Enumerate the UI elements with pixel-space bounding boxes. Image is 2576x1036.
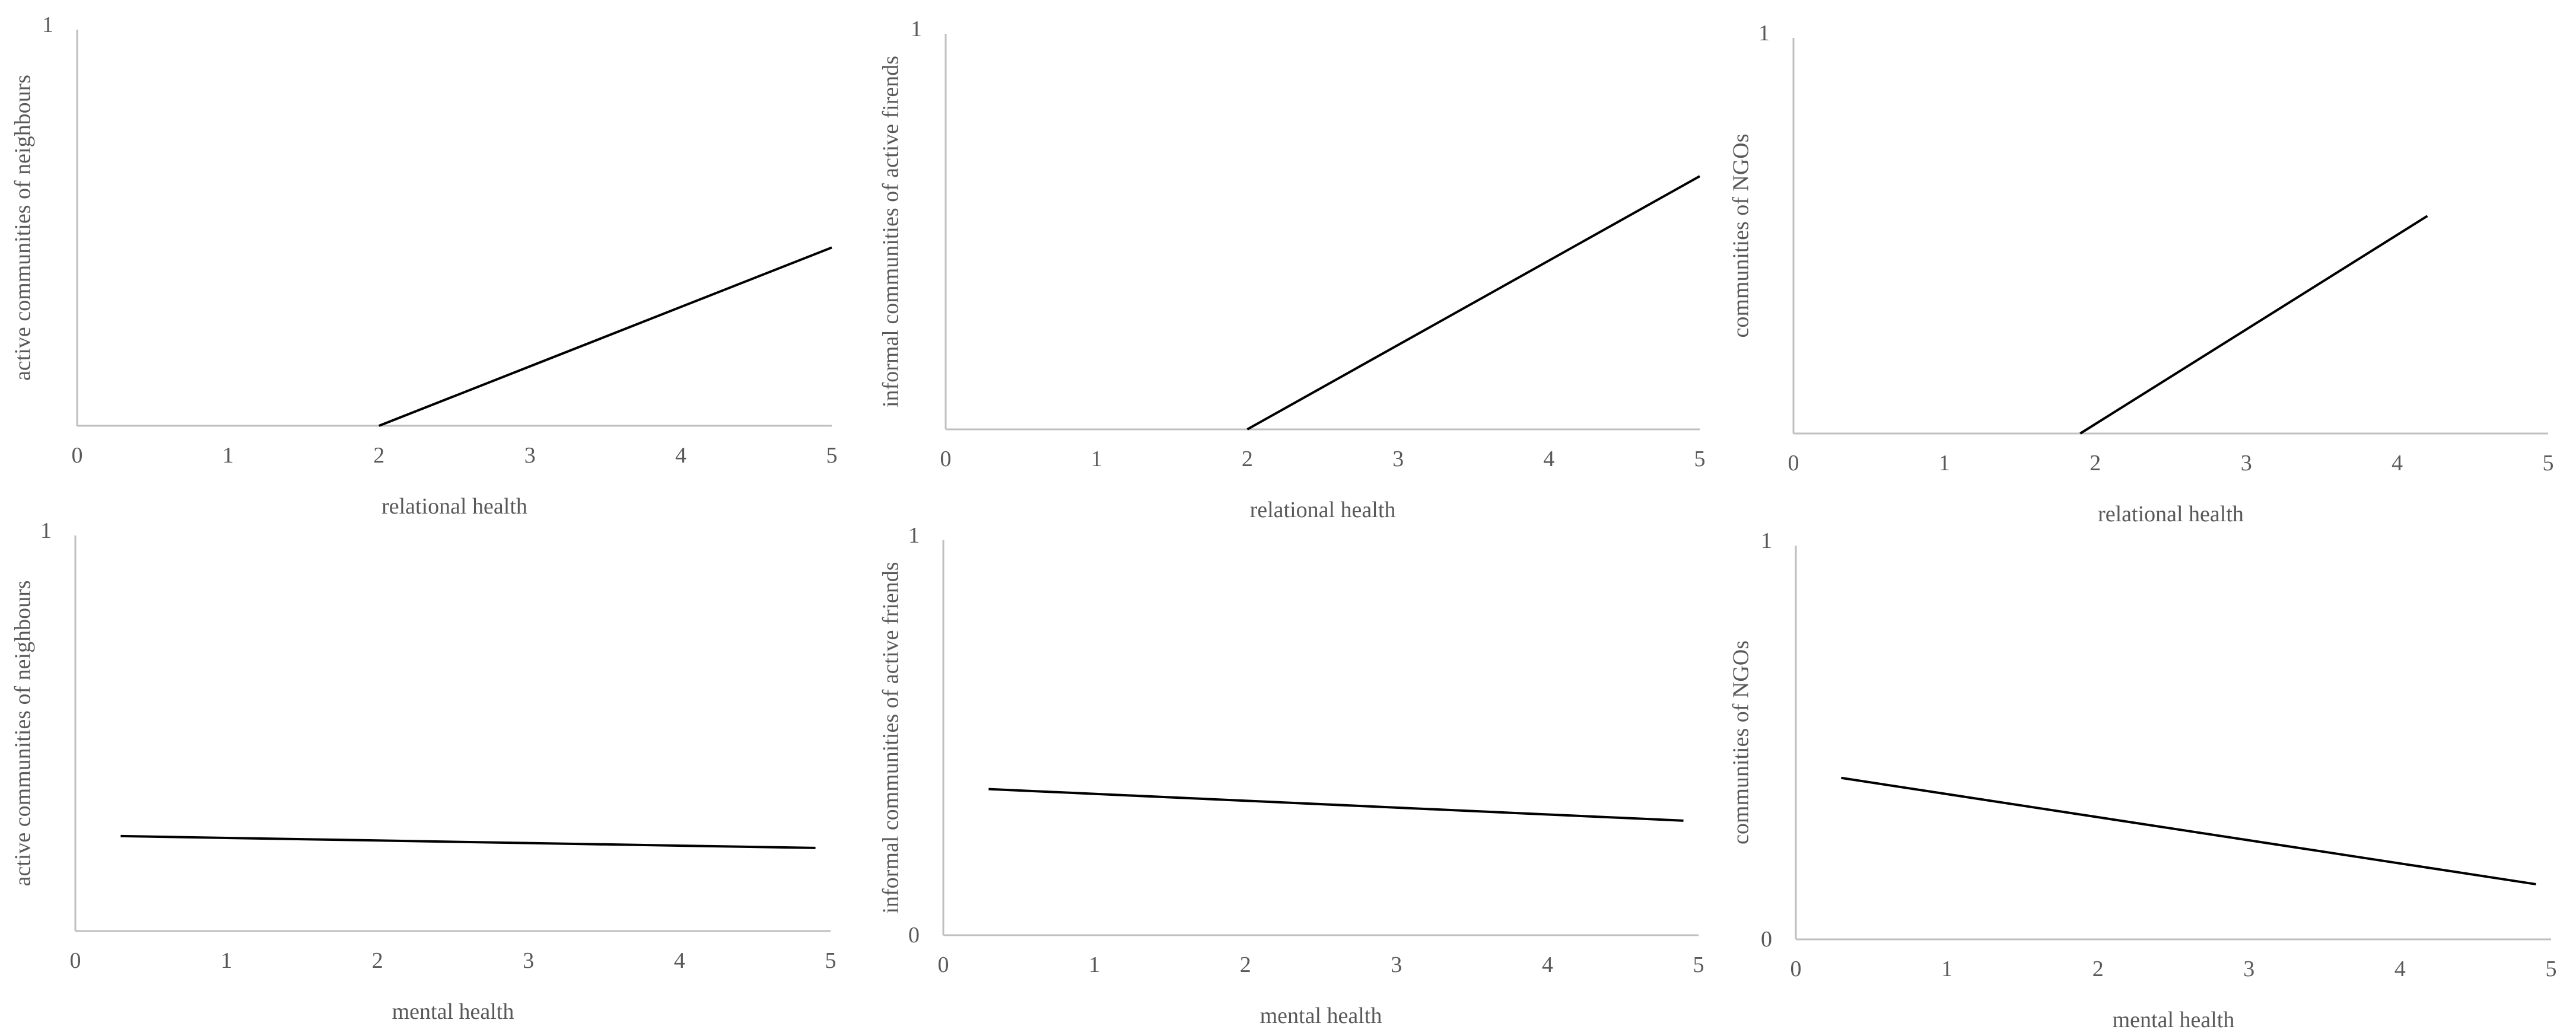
x-tick-label: 2 (2090, 451, 2101, 476)
x-tick-label: 3 (2243, 957, 2254, 981)
x-axis-title: relational health (1250, 498, 1396, 522)
x-tick-label: 5 (1693, 952, 1704, 977)
x-tick-label: 1 (1941, 957, 1952, 981)
series-line (379, 246, 832, 427)
x-tick-label: 4 (2391, 451, 2403, 476)
y-tick-label: 1 (908, 523, 920, 548)
x-tick-label: 2 (1240, 952, 1251, 977)
x-tick-label: 4 (2394, 957, 2406, 981)
series-line (988, 788, 1684, 822)
x-tick-label: 3 (1392, 447, 1404, 471)
series-line (2079, 215, 2428, 435)
x-tick-label: 1 (222, 443, 234, 468)
y-axis-title: communities of NGOs (1729, 640, 1754, 844)
x-tick-label: 0 (940, 447, 952, 471)
y-axis-title: informal communities of active friends (879, 562, 904, 913)
x-tick-label: 5 (826, 443, 838, 468)
x-tick-label: 1 (1091, 447, 1102, 471)
y-tick-label: 1 (40, 518, 52, 543)
x-axis-title: relational health (2098, 502, 2244, 527)
chart-panel: 0 1 2 3 4 5 0 1 mental health informal communitie… (879, 523, 1704, 1028)
x-tick-label: 4 (1542, 952, 1553, 977)
y-tick-label: 0 (908, 923, 920, 948)
x-tick-label: 3 (524, 443, 536, 468)
chart-panel: 0 1 2 3 4 5 1 relational health active communiti… (11, 12, 838, 519)
x-tick-label: 3 (2241, 451, 2252, 476)
x-tick-label: 4 (674, 948, 685, 973)
x-tick-label: 1 (1939, 451, 1950, 476)
chart-panel: 0 1 2 3 4 5 0 1 mental health communities of NGOs (1729, 528, 2557, 1032)
x-axis-title: mental health (2113, 1008, 2235, 1032)
x-tick-label: 0 (1791, 957, 1802, 981)
x-tick-label: 5 (1694, 447, 1706, 471)
y-tick-label: 1 (42, 12, 53, 37)
x-tick-label: 2 (1242, 447, 1253, 471)
chart-panel: 0 1 2 3 4 5 1 relational health informal communi… (879, 17, 1706, 522)
x-tick-label: 3 (523, 948, 534, 973)
y-tick-label: 1 (1761, 528, 1772, 553)
y-axis-title: active communities of neighbours (11, 75, 36, 381)
x-tick-label: 5 (2546, 957, 2557, 981)
x-tick-label: 4 (1543, 447, 1554, 471)
x-tick-label: 0 (72, 443, 83, 468)
y-tick-label: 0 (1761, 927, 1772, 952)
y-axis-title: communities of NGOs (1729, 133, 1754, 337)
x-tick-label: 2 (2092, 957, 2104, 981)
x-axis-title: relational health (381, 494, 527, 519)
y-axis-title: active communities of neighbours (11, 580, 36, 886)
series-line (120, 834, 816, 849)
y-tick-label: 1 (1758, 21, 1770, 46)
x-tick-label: 2 (373, 443, 384, 468)
x-tick-label: 5 (2543, 451, 2554, 476)
x-tick-label: 0 (938, 952, 949, 977)
chart-panel: 0 1 2 3 4 5 1 mental health active communities o… (11, 518, 837, 1024)
x-tick-label: 3 (1391, 952, 1402, 977)
y-axis-title: informal communities of active firends (879, 56, 904, 407)
x-tick-label: 2 (372, 948, 383, 973)
series-line (1841, 776, 2536, 886)
x-axis-title: mental health (1260, 1003, 1382, 1028)
series-line (1246, 175, 1700, 431)
x-tick-label: 5 (825, 948, 837, 973)
x-tick-label: 0 (1788, 451, 1799, 476)
x-tick-label: 1 (221, 948, 232, 973)
x-tick-label: 4 (675, 443, 686, 468)
chart-panel: 0 1 2 3 4 5 1 relational health communities of N… (1729, 21, 2554, 527)
x-tick-label: 0 (70, 948, 81, 973)
x-axis-title: mental health (392, 999, 514, 1024)
y-tick-label: 1 (911, 17, 922, 42)
x-tick-label: 1 (1089, 952, 1100, 977)
